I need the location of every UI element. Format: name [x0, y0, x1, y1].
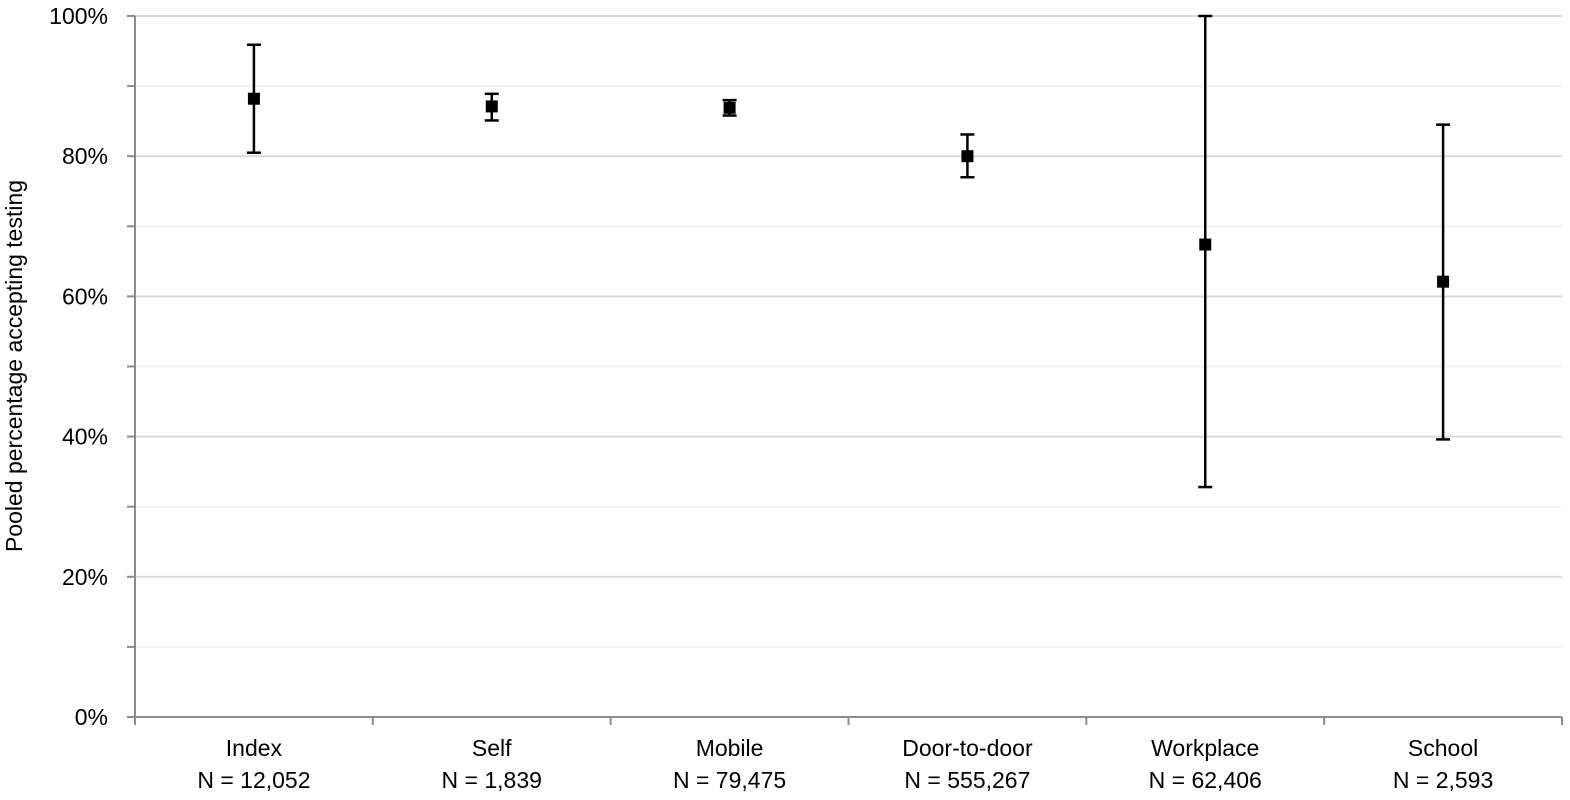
y-axis-title: Pooled percentage accepting testing: [1, 180, 27, 552]
x-category-label: Workplace: [1151, 735, 1259, 761]
y-tick-label: 80%: [62, 143, 108, 169]
axis-layer: [127, 15, 1563, 725]
y-tick-label: 100%: [49, 3, 108, 29]
data-point: [1437, 275, 1450, 288]
x-sample-size-label: N = 1,839: [442, 767, 542, 793]
data-point: [723, 101, 736, 114]
data-point: [247, 92, 260, 105]
data-point: [961, 150, 974, 163]
x-category-label: Door-to-door: [902, 735, 1033, 761]
data-points: [247, 92, 1450, 288]
x-category-label: Index: [226, 735, 283, 761]
y-tick-label: 20%: [62, 564, 108, 590]
y-tick-label: 40%: [62, 424, 108, 450]
x-sample-size-label: N = 62,406: [1149, 767, 1262, 793]
error-bar: [1198, 14, 1213, 489]
x-category-label: Self: [472, 735, 512, 761]
y-tick-label: 60%: [62, 283, 108, 309]
x-sample-size-label: N = 2,593: [1393, 767, 1493, 793]
x-sample-size-label: N = 12,052: [197, 767, 310, 793]
x-sample-size-label: N = 79,475: [673, 767, 786, 793]
x-category-label: Mobile: [696, 735, 764, 761]
x-category-label: School: [1408, 735, 1478, 761]
grid-layer: [135, 15, 1562, 648]
x-sample-size-label: N = 555,267: [904, 767, 1030, 793]
x-category-labels: Index N = 12,052 Self N = 1,839 Mobile N = 79…: [197, 735, 1493, 793]
y-tick-labels: 0% 20% 40% 60% 80% 100%: [49, 3, 108, 730]
y-tick-label: 0%: [75, 704, 108, 730]
data-point: [485, 100, 498, 113]
data-point: [1199, 238, 1212, 251]
